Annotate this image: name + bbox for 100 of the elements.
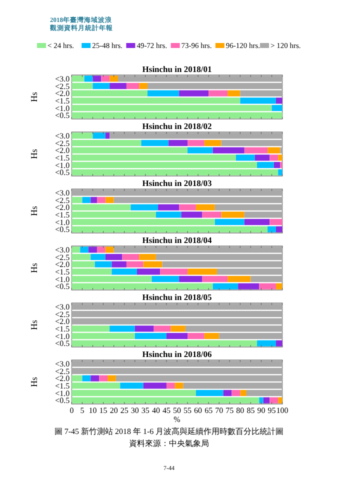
y-tick-label: <2.5 xyxy=(55,366,70,376)
x-tick-label: 80 xyxy=(236,406,244,415)
bar xyxy=(181,212,202,218)
y-tick-label: <2.5 xyxy=(55,252,70,262)
y-tick-label: <2.0 xyxy=(55,203,70,212)
bar xyxy=(166,382,175,389)
bar xyxy=(139,82,148,90)
bar xyxy=(110,82,126,90)
x-tick-label: 75 xyxy=(226,406,234,415)
bar xyxy=(179,204,196,210)
bar xyxy=(90,375,100,382)
bar xyxy=(214,218,244,226)
bar xyxy=(221,212,244,218)
bar xyxy=(259,397,264,404)
bar xyxy=(240,390,246,396)
y-tick-label: <2.5 xyxy=(55,310,70,319)
x-tick-label: 40 xyxy=(152,406,160,415)
y-axis-title: Hs xyxy=(29,262,39,274)
bar xyxy=(101,76,110,82)
bar xyxy=(126,82,140,90)
y-axis-title: Hs xyxy=(29,376,39,388)
bar xyxy=(263,397,270,404)
bar xyxy=(212,147,244,154)
bar xyxy=(96,196,106,204)
y-tick-label: <2.5 xyxy=(55,82,70,91)
bar xyxy=(204,332,220,340)
bar xyxy=(154,326,171,332)
bar xyxy=(236,154,255,161)
bar xyxy=(158,204,180,210)
y-tick-label: <1.5 xyxy=(55,96,70,106)
bar xyxy=(110,76,118,82)
y-tick-label: <3.0 xyxy=(55,131,70,140)
bar xyxy=(110,326,135,332)
y-tick-label: <2.0 xyxy=(55,317,70,326)
y-axis-title: Hs xyxy=(29,320,39,330)
chart-title: Hsinchu in 2018/06 xyxy=(142,349,212,359)
bar xyxy=(257,340,276,346)
bar xyxy=(136,268,160,275)
bar xyxy=(84,76,93,82)
y-tick-label: <3.0 xyxy=(55,74,70,84)
y-tick-label: <0.5 xyxy=(55,111,70,120)
x-tick-label: 30 xyxy=(130,406,139,415)
bar xyxy=(134,332,166,340)
y-tick-label: <0.5 xyxy=(55,225,70,234)
bar xyxy=(105,196,114,204)
chart-title: Hsinchu in 2018/04 xyxy=(142,235,212,245)
x-tick-label: 50 xyxy=(173,406,181,415)
bar xyxy=(244,218,270,226)
y-tick-label: <2.5 xyxy=(55,196,70,205)
x-tick-label: 35 xyxy=(141,406,150,415)
bar xyxy=(82,375,91,382)
y-axis-title: Hs xyxy=(29,92,39,102)
chart-title: Hsinchu in 2018/03 xyxy=(142,178,212,188)
bar xyxy=(82,196,91,204)
y-tick-label: <2.0 xyxy=(55,89,70,98)
y-tick-label: <3.0 xyxy=(55,302,70,312)
y-tick-label: <2.0 xyxy=(55,260,70,270)
bar xyxy=(96,246,106,253)
bar xyxy=(204,140,222,146)
x-tick-label: 0 xyxy=(70,406,74,415)
bar xyxy=(232,390,240,396)
x-tick-label: 20 xyxy=(110,406,118,415)
x-tick-label: 70 xyxy=(215,406,224,415)
bar xyxy=(202,276,228,282)
bar xyxy=(92,132,106,139)
bar xyxy=(196,204,215,210)
chart-title: Hsinchu in 2018/01 xyxy=(142,64,212,74)
x-axis-title: % xyxy=(174,415,181,424)
x-tick-label: 95 xyxy=(268,406,276,415)
y-tick-label: <1.5 xyxy=(55,381,70,390)
x-tick-label: 45 xyxy=(162,406,170,415)
bar xyxy=(238,283,260,290)
y-axis-title: Hs xyxy=(29,148,39,160)
bar xyxy=(168,140,188,146)
bar xyxy=(141,140,169,146)
bar xyxy=(179,276,202,282)
bar xyxy=(120,382,144,389)
y-tick-label: <1.0 xyxy=(55,218,70,227)
chart-title: Hsinchu in 2018/02 xyxy=(142,121,212,131)
bar xyxy=(278,397,282,404)
bar xyxy=(268,226,276,232)
y-tick-label: <1.0 xyxy=(55,160,70,170)
bar xyxy=(148,90,180,96)
bar xyxy=(188,268,218,275)
bar xyxy=(170,326,186,332)
y-tick-label: <1.0 xyxy=(55,274,70,284)
bar xyxy=(212,283,238,290)
chart-title: Hsinchu in 2018/05 xyxy=(142,292,212,302)
bar xyxy=(259,283,276,290)
caption: 圖 7-45 新竹測站 2018 年 1-6 月波高與延續作用時數百分比統計圖 xyxy=(54,427,284,436)
bar xyxy=(276,98,282,104)
x-tick-label: 90 xyxy=(257,406,266,415)
bar xyxy=(80,246,89,253)
bar xyxy=(274,162,280,168)
y-tick-label: <1.5 xyxy=(55,210,70,220)
y-tick-label: <3.0 xyxy=(55,245,70,254)
y-tick-label: <2.0 xyxy=(55,146,70,156)
x-tick-label: 10 xyxy=(88,406,97,415)
bar xyxy=(270,154,278,161)
bar xyxy=(143,382,166,389)
